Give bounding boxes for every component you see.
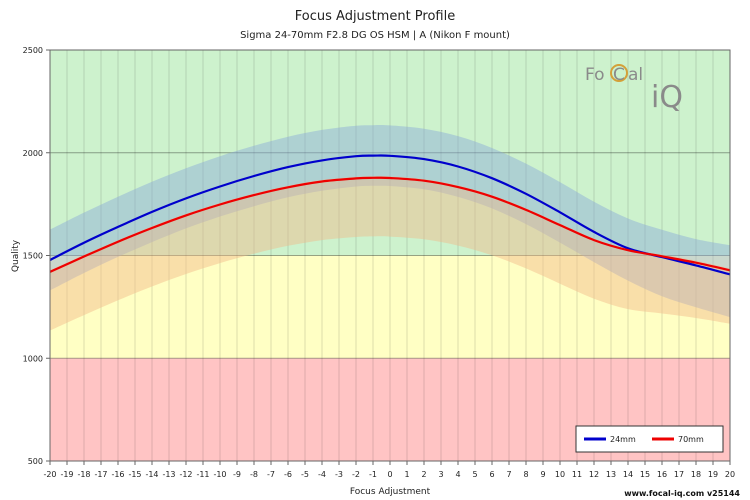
y-tick-label: 2500 [23, 46, 43, 55]
x-tick-label: 1 [404, 470, 409, 479]
x-tick-label: -1 [369, 470, 377, 479]
x-tick-label: -18 [77, 470, 90, 479]
focal-iq-logo: Fo C al iQ [585, 64, 683, 115]
y-tick-label: 500 [28, 457, 43, 466]
logo-text-al: al [628, 65, 643, 85]
logo-text-fo: Fo [585, 65, 605, 85]
y-tick-label: 1500 [23, 252, 43, 261]
legend: 24mm 70mm [575, 425, 724, 453]
x-tick-label: 0 [387, 470, 392, 479]
x-tick-label: -17 [94, 470, 107, 479]
x-tick-label: -3 [335, 470, 343, 479]
x-tick-label: -15 [128, 470, 141, 479]
legend-label-70mm: 70mm [678, 435, 704, 444]
x-tick-label: 16 [657, 470, 667, 479]
x-tick-label: 15 [640, 470, 650, 479]
x-tick-label: 11 [572, 470, 582, 479]
x-tick-label: 5 [472, 470, 477, 479]
x-tick-label: 12 [589, 470, 599, 479]
x-tick-label: -11 [196, 470, 209, 479]
x-tick-label: 20 [725, 470, 735, 479]
x-tick-label: 13 [606, 470, 616, 479]
x-tick-label: -20 [43, 470, 56, 479]
x-tick-label: -14 [145, 470, 158, 479]
x-tick-label: 3 [438, 470, 443, 479]
series-lines [49, 154, 731, 276]
logo-ring-icon [610, 64, 628, 82]
quality-bands [50, 50, 730, 461]
x-tick-label: -7 [267, 470, 275, 479]
x-tick-label: 19 [708, 470, 718, 479]
logo-text-c: C [613, 65, 625, 85]
legend-label-24mm: 24mm [610, 435, 636, 444]
x-tick-label: 2 [421, 470, 426, 479]
y-tick-label: 2000 [23, 149, 43, 158]
x-tick-label: 14 [623, 470, 633, 479]
x-tick-label: -10 [213, 470, 226, 479]
x-tick-label: -12 [179, 470, 192, 479]
x-tick-label: -2 [352, 470, 360, 479]
x-tick-label: -8 [250, 470, 258, 479]
chart-title: Focus Adjustment Profile [295, 9, 455, 24]
confidence-band-70mm [50, 176, 730, 331]
series-line-24mm [49, 154, 731, 276]
x-tick-label: -6 [284, 470, 292, 479]
x-tick-label: -5 [301, 470, 309, 479]
x-tick-label: -16 [111, 470, 124, 479]
logo-text-iq: iQ [651, 80, 683, 115]
x-tick-label: 7 [506, 470, 511, 479]
x-tick-label: 8 [523, 470, 528, 479]
footer-credit: www.focal-iq.com v25144 [624, 489, 740, 498]
x-tick-label: -4 [318, 470, 326, 479]
band-good [50, 50, 730, 256]
band-average [50, 255, 730, 359]
confidence-bands [50, 125, 730, 331]
x-tick-label: 6 [489, 470, 494, 479]
y-axis-ticks: 500 1000 1500 2000 2500 [23, 46, 50, 466]
series-line-70mm [49, 176, 731, 273]
confidence-band-24mm [50, 125, 730, 318]
x-tick-label: 9 [540, 470, 545, 479]
y-axis-label: Quality [11, 239, 21, 272]
x-tick-label: 10 [555, 470, 565, 479]
x-tick-label: 4 [455, 470, 460, 479]
x-axis-ticks: -20 -19 -18 -17 -16 -15 -14 -13 -12 -11 -10 -9 -8 -7-… [43, 461, 735, 479]
x-tick-label: 18 [691, 470, 701, 479]
x-tick-label: -9 [233, 470, 241, 479]
x-axis-label: Focus Adjustment [350, 487, 431, 497]
x-tick-label: 17 [674, 470, 684, 479]
y-tick-label: 1000 [23, 354, 43, 363]
x-tick-label: -13 [162, 470, 175, 479]
chart-subtitle: Sigma 24-70mm F2.8 DG OS HSM | A (Nikon … [240, 30, 510, 41]
x-tick-label: -19 [60, 470, 73, 479]
